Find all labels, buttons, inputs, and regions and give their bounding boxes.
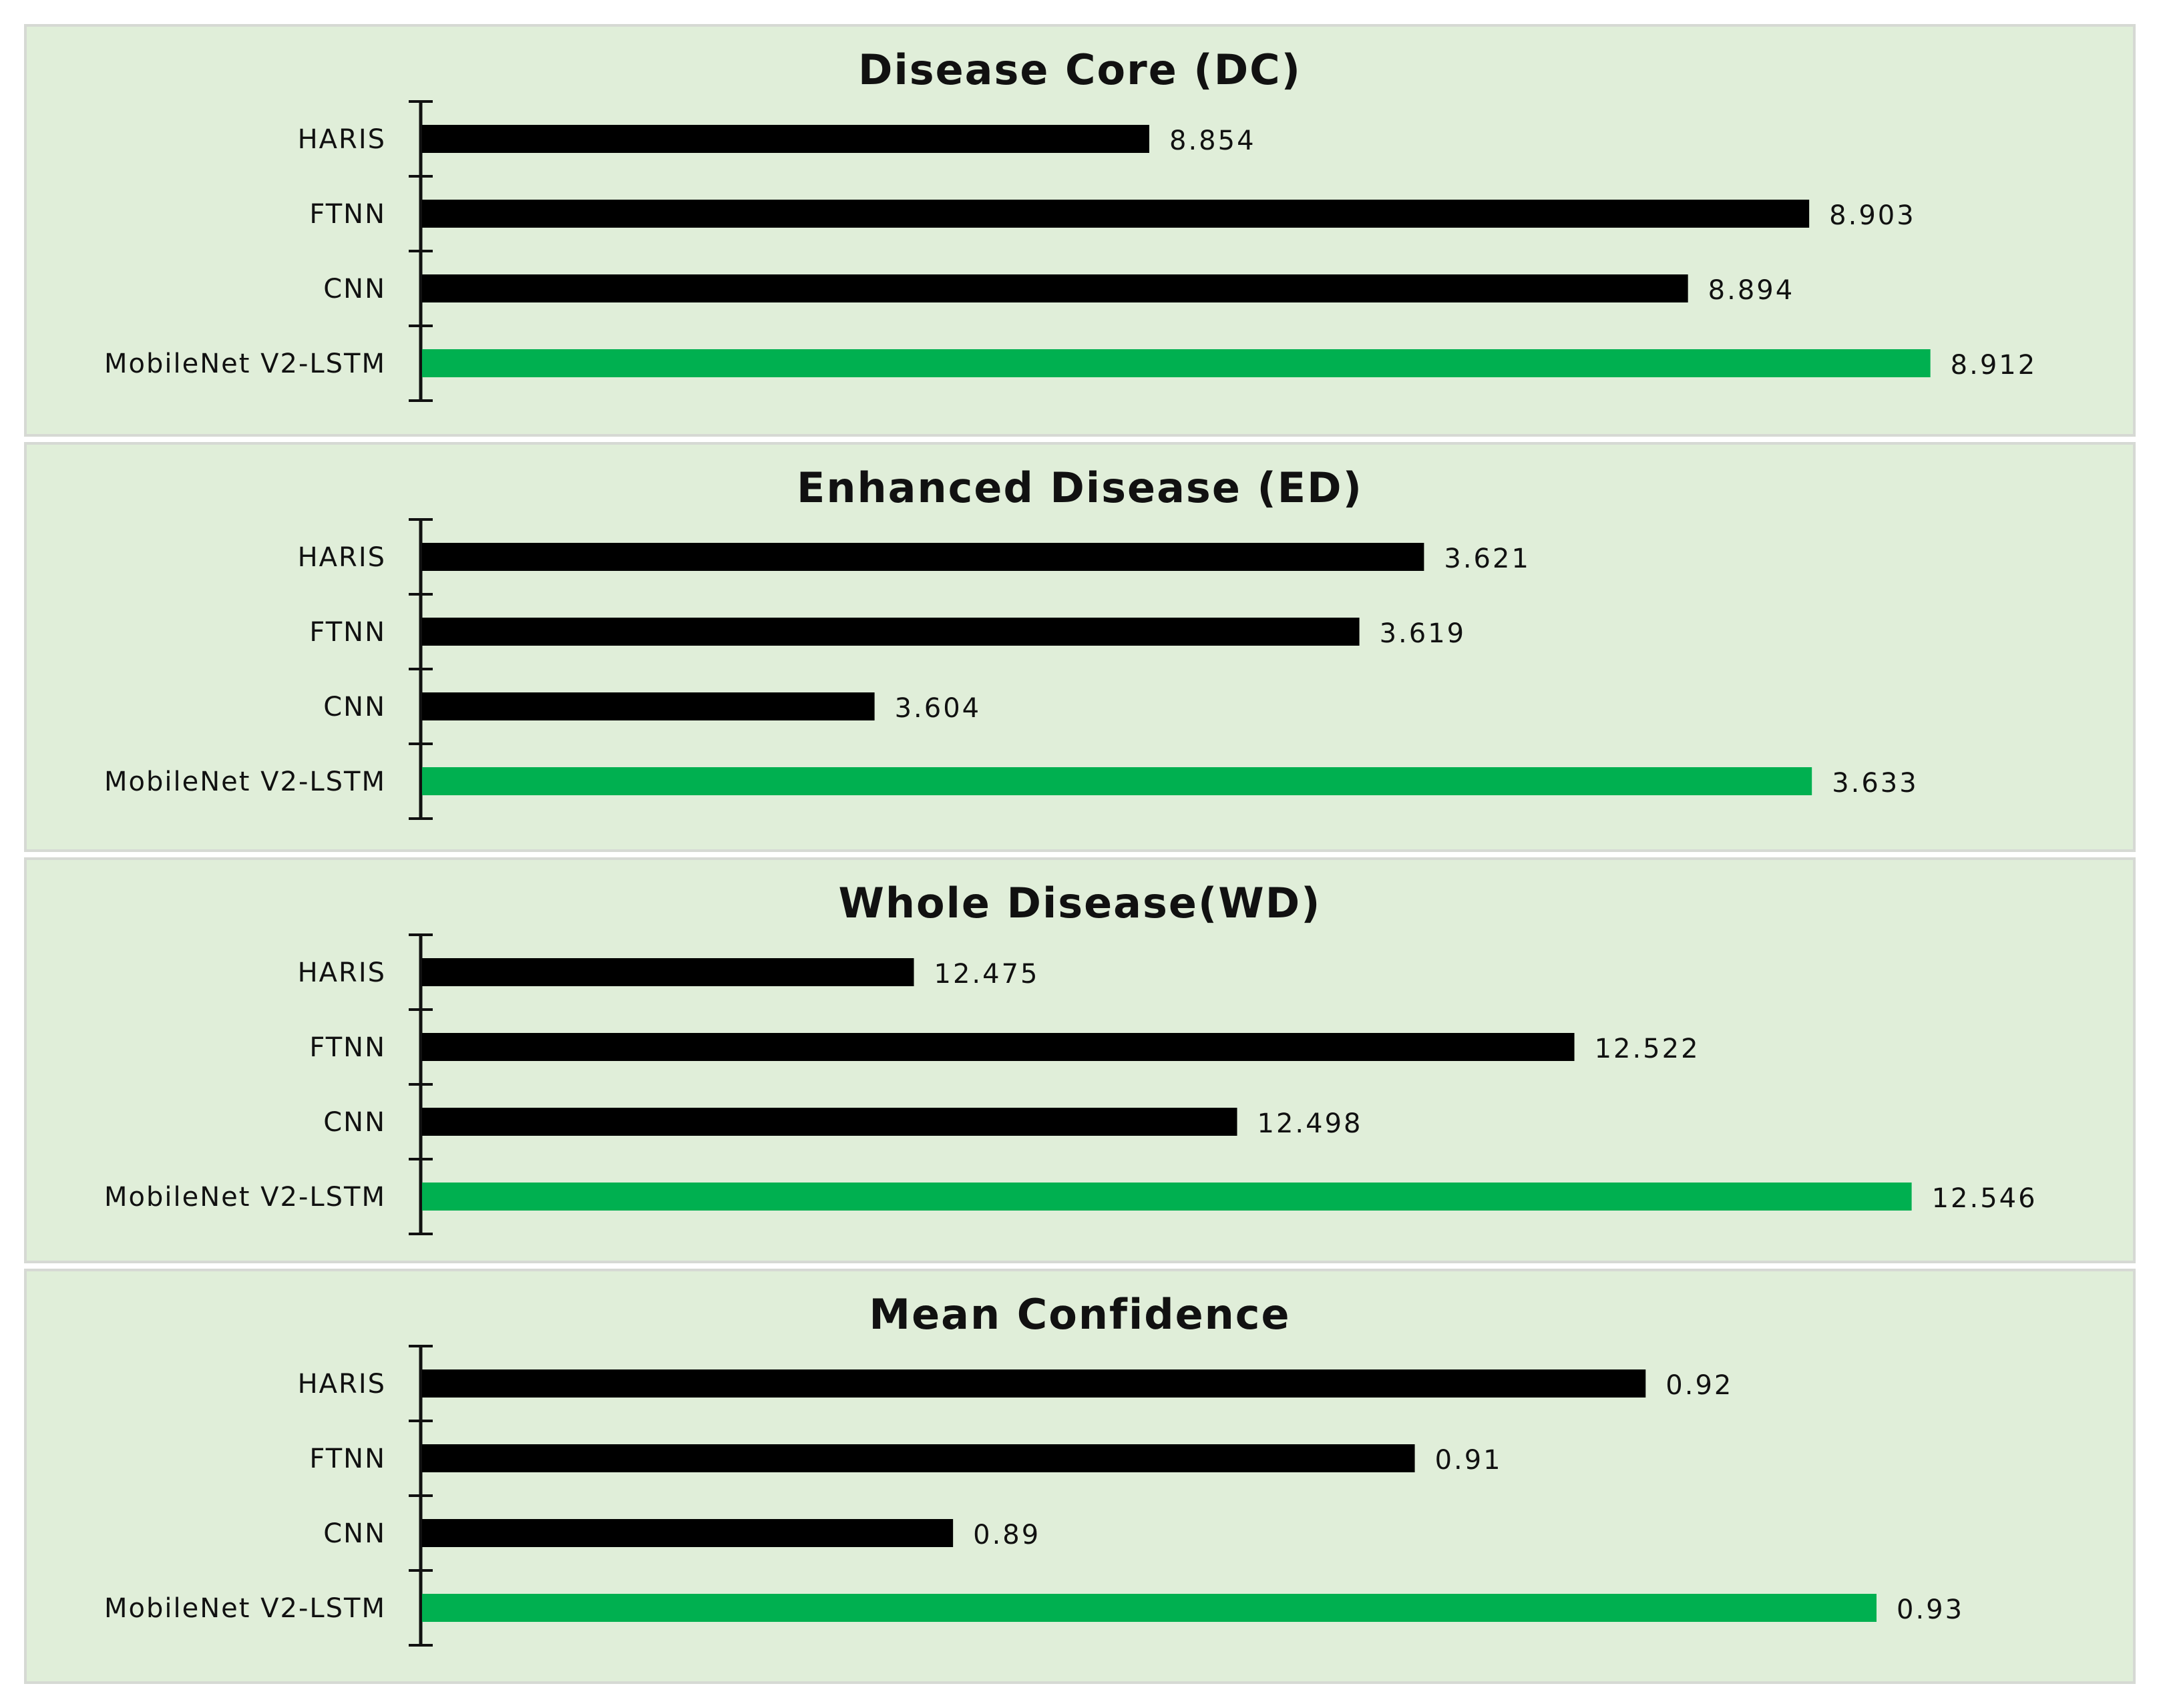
bar <box>422 1519 954 1547</box>
bar <box>422 543 1424 571</box>
bar <box>422 618 1360 646</box>
data-label: 3.621 <box>1444 544 1531 574</box>
data-label: 0.93 <box>1897 1594 1964 1625</box>
data-label: 8.912 <box>1951 350 2037 381</box>
category-label: HARIS <box>298 957 386 988</box>
bar <box>422 1033 1575 1061</box>
data-label: 3.619 <box>1380 618 1466 649</box>
category-label: CNN <box>323 692 386 722</box>
category-label: FTNN <box>309 199 386 230</box>
bar <box>422 125 1149 153</box>
category-label: MobileNet V2-LSTM <box>104 1182 386 1213</box>
data-label: 12.546 <box>1932 1183 2037 1214</box>
data-label: 8.903 <box>1829 200 1916 231</box>
chart-panel-mc: Mean Confidence HARIS 0.92 FTNN 0.91 CNN 0.89… <box>24 1269 2136 1684</box>
chart-title: Enhanced Disease (ED) <box>797 463 1363 512</box>
bar <box>422 1108 1237 1136</box>
data-label: 8.854 <box>1169 126 1256 156</box>
bar-chart: HARIS 3.621 FTNN 3.619 CNN 3.604 MobileNet V2-… <box>104 518 1919 820</box>
chart-title: Whole Disease(WD) <box>838 879 1322 927</box>
chart-title: Mean Confidence <box>869 1290 1291 1339</box>
category-label: FTNN <box>309 617 386 648</box>
bar-chart: HARIS 8.854 FTNN 8.903 CNN 8.894 MobileNet V2-… <box>104 100 2037 402</box>
category-label: MobileNet V2-LSTM <box>104 767 386 797</box>
category-label: MobileNet V2-LSTM <box>104 349 386 379</box>
data-label: 8.894 <box>1708 275 1795 306</box>
chart-title: Disease Core (DC) <box>858 45 1302 94</box>
category-label: CNN <box>323 1518 386 1549</box>
data-label: 3.604 <box>895 693 982 724</box>
data-label: 0.92 <box>1665 1370 1733 1401</box>
category-label: HARIS <box>298 124 386 155</box>
category-label: CNN <box>323 1107 386 1138</box>
category-label: MobileNet V2-LSTM <box>104 1593 386 1624</box>
data-label: 0.91 <box>1435 1445 1503 1476</box>
category-label: HARIS <box>298 1369 386 1400</box>
bar-highlight <box>422 1594 1877 1622</box>
bar <box>422 200 1810 228</box>
bar <box>422 1444 1415 1472</box>
bar <box>422 692 875 720</box>
data-label: 12.522 <box>1595 1034 1700 1064</box>
data-label: 3.633 <box>1832 768 1919 799</box>
bar <box>422 274 1688 302</box>
category-label: FTNN <box>309 1032 386 1063</box>
data-label: 0.89 <box>973 1520 1040 1550</box>
bar-chart: HARIS 12.475 FTNN 12.522 CNN 12.498 MobileNet … <box>104 933 2037 1235</box>
data-label: 12.498 <box>1257 1108 1363 1139</box>
bar <box>422 1369 1646 1398</box>
data-label: 12.475 <box>934 959 1040 990</box>
chart-panel-ed: Enhanced Disease (ED) HARIS 3.621 FTNN 3.61… <box>24 442 2136 852</box>
bar-chart: HARIS 0.92 FTNN 0.91 CNN 0.89 MobileNet V2-LST… <box>104 1345 1964 1647</box>
category-label: FTNN <box>309 1444 386 1474</box>
bar-highlight <box>422 1183 1912 1211</box>
bar <box>422 958 914 986</box>
chart-panel-dc: Disease Core (DC) HARIS 8.854 FTNN 8.903 CNN… <box>24 24 2136 437</box>
category-label: HARIS <box>298 542 386 573</box>
bar-highlight <box>422 767 1812 795</box>
chart-panel-wd: Whole Disease(WD) HARIS 12.475 FTNN 12.522 C… <box>24 857 2136 1263</box>
bar-highlight <box>422 349 1931 377</box>
category-label: CNN <box>323 274 386 304</box>
